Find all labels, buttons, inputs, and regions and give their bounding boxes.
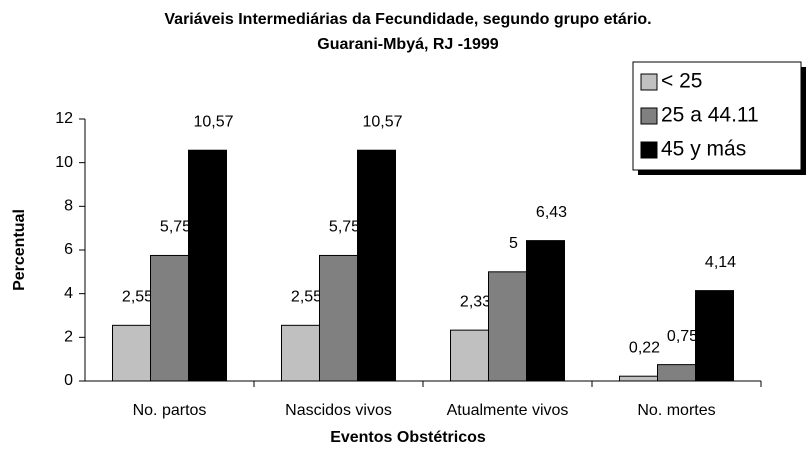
x-tick-label: No. mortes <box>637 402 715 419</box>
legend-swatch <box>640 73 658 91</box>
legend-label: 45 y más <box>661 138 746 161</box>
bar <box>619 375 658 382</box>
bar <box>357 149 396 382</box>
y-axis-label: Percentual <box>11 209 28 291</box>
value-label: 2,55 <box>122 289 153 306</box>
chart-title: Variáveis Intermediárias da Fecundidade,… <box>164 11 651 28</box>
chart-subtitle: Guarani-Mbyá, RJ -1999 <box>317 36 499 53</box>
value-label: 6,43 <box>536 204 567 221</box>
value-label: 0,75 <box>667 328 698 345</box>
value-label: 5,75 <box>329 219 360 236</box>
bar <box>319 254 358 382</box>
bar <box>188 149 227 382</box>
bar <box>695 290 734 382</box>
bar <box>112 324 151 382</box>
value-label: 0,22 <box>629 339 660 356</box>
x-tick-label: Atualmente vivos <box>447 402 569 419</box>
bar <box>526 240 565 382</box>
value-label: 5 <box>509 235 518 252</box>
y-tick-label: 10 <box>55 154 73 171</box>
x-tick-label: Nascidos vivos <box>285 402 392 419</box>
y-tick-label: 0 <box>64 372 73 389</box>
value-label: 10,57 <box>362 113 402 130</box>
value-label: 2,55 <box>291 289 322 306</box>
bar <box>150 254 189 382</box>
bar <box>657 364 696 382</box>
value-label: 2,33 <box>460 293 491 310</box>
y-tick-label: 12 <box>55 110 73 127</box>
value-label: 5,75 <box>160 219 191 236</box>
value-label: 10,57 <box>193 113 233 130</box>
x-tick-label: No. partos <box>133 402 207 419</box>
y-tick-label: 2 <box>64 329 73 346</box>
legend-label: 25 a 44.11 <box>661 104 759 127</box>
bar <box>281 324 320 382</box>
y-tick-label: 8 <box>64 198 73 215</box>
legend <box>632 61 802 171</box>
x-axis-label: Eventos Obstétricos <box>330 429 486 446</box>
y-tick-label: 6 <box>64 241 73 258</box>
value-label: 4,14 <box>705 254 736 271</box>
legend-label: < 25 <box>661 70 702 93</box>
y-tick-label: 4 <box>64 285 73 302</box>
bar <box>488 271 527 382</box>
legend-swatch <box>640 107 658 125</box>
bar <box>450 329 489 382</box>
legend-swatch <box>640 141 658 159</box>
